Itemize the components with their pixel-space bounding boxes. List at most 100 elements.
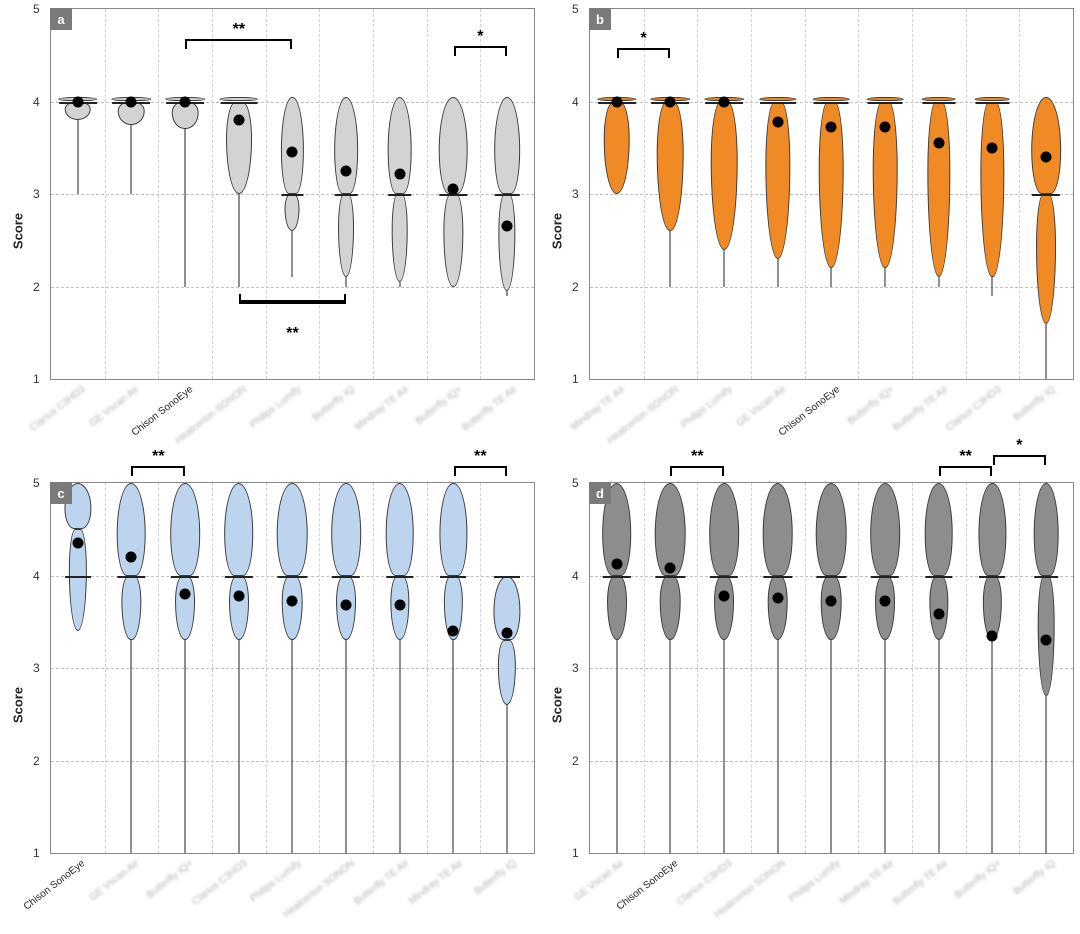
violin-lower-lobe <box>175 576 195 641</box>
plot-area: b12345* <box>589 8 1074 380</box>
median-line <box>760 102 796 104</box>
mean-marker <box>880 122 891 133</box>
violin-upper-lobe <box>1031 97 1061 194</box>
median-line <box>65 576 91 578</box>
violin-stem <box>131 125 132 194</box>
significance-bracket <box>185 39 292 41</box>
mean-marker <box>233 115 244 126</box>
median-line <box>386 576 413 578</box>
violin-upper-lobe <box>816 483 847 576</box>
violin-lower-lobe <box>875 576 895 641</box>
violin <box>912 483 966 853</box>
y-tick-label: 5 <box>572 476 579 490</box>
x-axis: Mindray TE AirHealcerion SONONPhilips Lu… <box>589 380 1074 454</box>
median-line <box>710 576 738 578</box>
y-tick-label: 1 <box>33 846 40 860</box>
significance-bracket <box>939 466 993 468</box>
y-tick-label: 4 <box>572 569 579 583</box>
violin <box>212 483 266 853</box>
y-axis: Score <box>545 8 589 454</box>
y-axis: Score <box>6 482 50 928</box>
violin <box>1019 483 1073 853</box>
violin <box>697 9 751 379</box>
violin <box>373 9 427 379</box>
significance-label: ** <box>691 448 703 466</box>
x-tick-label: Butterfly TE Air <box>891 384 950 434</box>
violin <box>105 9 159 379</box>
violin <box>644 9 698 379</box>
y-tick-label: 3 <box>33 661 40 675</box>
median-line <box>817 576 846 578</box>
significance-label: * <box>641 30 647 48</box>
median-line <box>171 576 199 578</box>
median-line <box>976 102 1009 104</box>
violin-lower-lobe <box>229 576 249 641</box>
violin <box>51 9 105 379</box>
violin-stem <box>938 640 939 853</box>
mean-marker <box>665 96 676 107</box>
violin <box>751 9 805 379</box>
violin <box>158 9 212 379</box>
median-line <box>1034 576 1058 578</box>
median-line <box>495 194 520 196</box>
violin <box>51 483 105 853</box>
significance-bracket <box>239 300 346 304</box>
mean-marker <box>448 184 459 195</box>
mean-marker <box>987 630 998 641</box>
x-tick-label: Butterfly TE Air <box>352 858 411 908</box>
panel-d: Scored12345*****GE Vscan AirChison SonoE… <box>545 482 1074 928</box>
x-tick-label: Butterfly IQ+ <box>145 858 196 901</box>
violin-upper-lobe <box>334 97 358 194</box>
median-line <box>225 576 253 578</box>
x-tick-label: Butterfly IQ+ <box>845 384 896 427</box>
violin-lower-lobe <box>660 576 681 641</box>
violin-stem <box>453 640 454 853</box>
significance-label: ** <box>959 448 971 466</box>
mean-marker <box>341 165 352 176</box>
mean-marker <box>826 596 837 607</box>
violin-stem <box>185 129 186 286</box>
y-tick-label: 4 <box>33 569 40 583</box>
mean-marker <box>826 122 837 133</box>
violin-stem <box>185 640 186 853</box>
y-tick-label: 5 <box>33 476 40 490</box>
violin <box>858 483 912 853</box>
violin-stem <box>992 640 993 853</box>
violin-stem <box>885 640 886 853</box>
mean-marker <box>287 147 298 158</box>
significance-label: ** <box>286 325 298 343</box>
violin-stem <box>777 259 778 287</box>
violin <box>319 483 373 853</box>
violin-stem <box>670 640 671 853</box>
panel-c: Scorec12345****Chison SonoEyeGE Vscan Ai… <box>6 482 535 928</box>
violin-lower-lobe <box>821 576 842 641</box>
significance-bracket <box>670 466 724 468</box>
x-tick-label: GE Vscan Air <box>88 384 142 429</box>
median-line <box>922 102 955 104</box>
violin-lower-lobe <box>711 102 738 250</box>
median-line <box>220 102 257 104</box>
violin-upper-lobe <box>709 483 739 576</box>
mean-marker <box>180 96 191 107</box>
violin <box>158 483 212 853</box>
x-tick-label: Butterfly TE Air <box>891 858 950 908</box>
violin-upper-lobe <box>224 483 254 576</box>
x-axis: Clarius C3HD3GE Vscan AirChison SonoEyeH… <box>50 380 535 454</box>
x-tick-label: Clarius C3HD3 <box>945 384 1004 434</box>
panel-letter: c <box>50 482 72 504</box>
violin-lower-lobe <box>282 576 303 641</box>
violin-upper-lobe <box>1034 483 1059 576</box>
median-line <box>282 194 303 196</box>
median-line <box>925 576 952 578</box>
y-axis-label: Score <box>11 213 26 249</box>
violin <box>319 9 373 379</box>
x-tick-label: GE Vscan Air <box>735 384 789 429</box>
violin-lower-lobe <box>444 194 463 287</box>
violin <box>105 483 159 853</box>
y-tick-label: 5 <box>572 2 579 16</box>
median-line <box>332 576 360 578</box>
violin <box>590 9 644 379</box>
panel-letter: b <box>589 8 611 30</box>
x-tick-label: Clarius C3HD3 <box>190 858 249 908</box>
significance-label: ** <box>233 21 245 39</box>
